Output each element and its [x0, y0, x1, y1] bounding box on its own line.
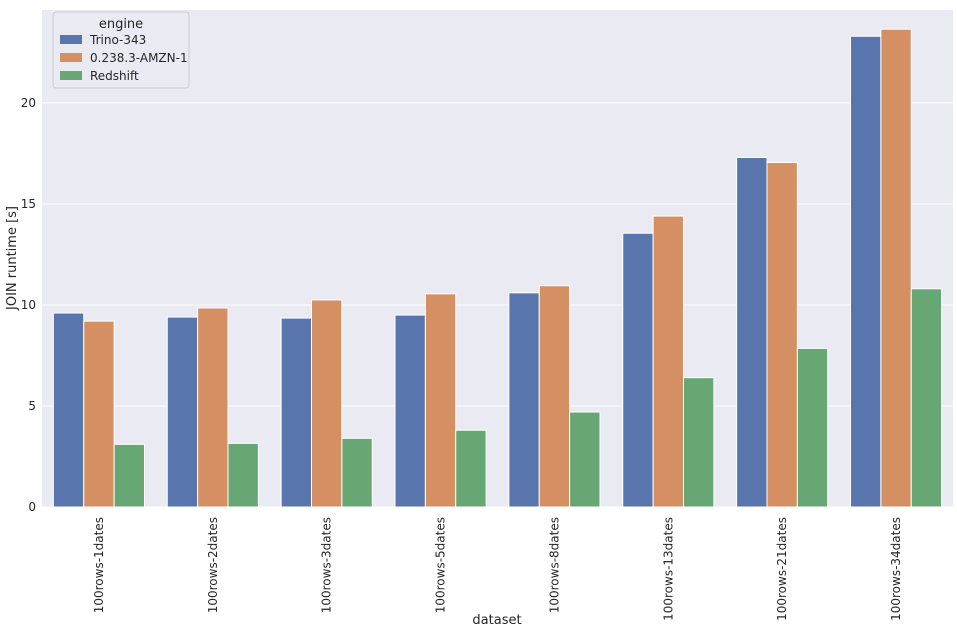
- legend-entry: Redshift: [90, 69, 139, 83]
- bar-0-238-3-amzn-1-100rows-3dates: [311, 299, 343, 508]
- y-tick-label: 10: [21, 298, 36, 312]
- bar-trino-343-100rows-2dates: [166, 316, 199, 508]
- x-axis-label: dataset: [472, 613, 521, 628]
- bar-redshift-100rows-34dates: [910, 288, 943, 508]
- bars: [52, 28, 943, 508]
- x-tick-label: 100rows-3dates: [320, 517, 334, 613]
- bar-0-238-3-amzn-1-100rows-13dates: [652, 215, 684, 508]
- legend: engine Trino-343 0.238.3-AMZN-1 Redshift: [52, 11, 190, 89]
- bar-0-238-3-amzn-1-100rows-5dates: [424, 293, 457, 508]
- bar-redshift-100rows-5dates: [455, 429, 487, 508]
- bar-trino-343-100rows-3dates: [280, 317, 313, 508]
- bar-trino-343-100rows-13dates: [622, 232, 654, 508]
- bar-redshift-100rows-13dates: [682, 377, 715, 508]
- bar-0-238-3-amzn-1-100rows-21dates: [766, 162, 798, 508]
- bar-redshift-100rows-2dates: [227, 442, 259, 508]
- y-tick-label: 15: [21, 197, 36, 211]
- y-tick-label: 20: [21, 96, 36, 110]
- bar-trino-343-100rows-5dates: [394, 314, 426, 508]
- x-tick-label: 100rows-13dates: [661, 517, 675, 621]
- bar-0-238-3-amzn-1-100rows-34dates: [880, 28, 912, 508]
- x-tick-label: 100rows-34dates: [889, 517, 903, 621]
- bar-redshift-100rows-21dates: [796, 347, 829, 508]
- legend-title: engine: [99, 17, 143, 32]
- y-axis-ticks: 0 5 10 15 20: [21, 96, 36, 514]
- y-axis-label: JOIN runtime [s]: [5, 206, 20, 311]
- legend-swatch: [60, 53, 82, 62]
- x-axis-ticks: 100rows-1dates 100rows-2dates 100rows-3dat…: [92, 517, 903, 621]
- x-tick-label: 100rows-5dates: [434, 517, 448, 613]
- x-tick-label: 100rows-2dates: [206, 517, 220, 613]
- legend-box: [52, 11, 190, 89]
- y-tick-label: 0: [28, 500, 36, 514]
- bar-trino-343-100rows-21dates: [736, 156, 768, 508]
- x-tick-label: 100rows-8dates: [547, 517, 561, 613]
- x-tick-label: 100rows-21dates: [775, 517, 789, 621]
- y-tick-label: 5: [28, 399, 36, 413]
- x-tick-label: 100rows-1dates: [92, 517, 106, 613]
- bar-trino-343-100rows-8dates: [508, 292, 540, 508]
- legend-entry: 0.238.3-AMZN-1: [90, 51, 188, 65]
- legend-entry: Trino-343: [89, 33, 146, 47]
- legend-swatch: [60, 35, 82, 44]
- bar-0-238-3-amzn-1-100rows-8dates: [538, 285, 571, 508]
- bar-0-238-3-amzn-1-100rows-2dates: [197, 307, 229, 508]
- bar-0-238-3-amzn-1-100rows-1dates: [83, 320, 115, 508]
- bar-trino-343-100rows-1dates: [52, 312, 85, 508]
- bar-redshift-100rows-8dates: [569, 411, 601, 508]
- bar-redshift-100rows-1dates: [113, 443, 145, 508]
- bar-trino-343-100rows-34dates: [850, 35, 882, 508]
- bar-redshift-100rows-3dates: [341, 437, 373, 508]
- legend-swatch: [60, 71, 82, 80]
